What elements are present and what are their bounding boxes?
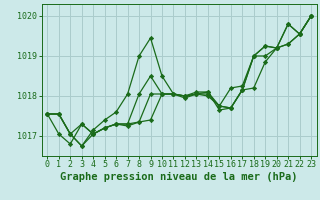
X-axis label: Graphe pression niveau de la mer (hPa): Graphe pression niveau de la mer (hPa): [60, 172, 298, 182]
